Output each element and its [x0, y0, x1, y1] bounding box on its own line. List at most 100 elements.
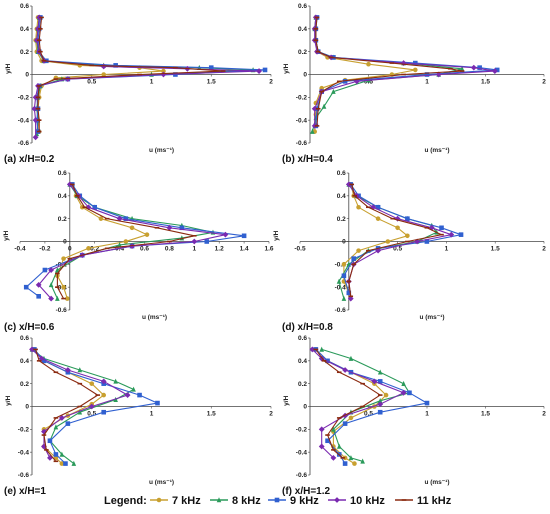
- data-point: [424, 72, 430, 77]
- data-point: [341, 273, 347, 279]
- y-tick-label: 0: [303, 404, 307, 411]
- panel-label: (f) x/H=1.2: [282, 486, 331, 497]
- x-tick-label: 0.5: [393, 246, 402, 253]
- y-tick-label: 0.6: [298, 335, 307, 342]
- data-point: [48, 282, 54, 288]
- x-tick-label: 2: [269, 79, 273, 86]
- data-point: [366, 61, 371, 67]
- y-tick-label: 0.2: [337, 216, 346, 223]
- y-tick-label: 0.6: [20, 3, 29, 10]
- y-tick-label: -0.2: [296, 95, 308, 102]
- x-tick-label: 0.8: [165, 246, 174, 253]
- data-point: [66, 181, 73, 188]
- data-point: [100, 63, 107, 70]
- data-point: [321, 103, 327, 109]
- data-point: [342, 421, 348, 426]
- data-point: [383, 392, 389, 398]
- y-tick-label: 0.2: [298, 49, 307, 56]
- y-axis-label: y/H: [5, 63, 12, 73]
- y-tick-label: 0: [25, 404, 29, 411]
- legend-entry-11-khz: 11 kHz: [395, 495, 452, 507]
- y-tick-label: 0.2: [20, 381, 29, 388]
- x-tick-label: 1: [192, 246, 196, 253]
- data-point: [330, 454, 337, 461]
- legend-label: 10 kHz: [350, 495, 385, 507]
- chart-panel-6: 0.6 0.4 0.2 0 -0.2 -0.4 -0.6 0.5 1 1.5 2 y/H u (ms⁻¹…: [282, 335, 546, 497]
- data-point: [23, 284, 29, 290]
- data-point: [331, 426, 336, 432]
- panels: 0.6 0.4 0.2 0 -0.2 -0.4 -0.6 0.5 1 1.5 2 y/H u (ms⁻¹…: [3, 3, 546, 497]
- data-point: [318, 443, 325, 450]
- x-tick-label: 2: [269, 411, 273, 418]
- data-point: [311, 122, 318, 129]
- y-axis-label: y/H: [273, 230, 280, 240]
- y-tick-label: -0.4: [18, 117, 30, 124]
- data-point: [31, 105, 38, 112]
- series-8-khz: [319, 346, 412, 464]
- data-point: [89, 381, 95, 386]
- series-11-khz: [313, 16, 465, 127]
- y-tick-label: 0.2: [298, 381, 307, 388]
- data-point: [101, 409, 106, 415]
- data-point: [42, 267, 48, 273]
- data-point: [179, 225, 185, 231]
- data-point: [65, 296, 70, 301]
- x-axis-label: u (ms⁻¹): [149, 147, 174, 154]
- series-11-khz: [313, 348, 383, 459]
- y-tick-label: 0.4: [58, 193, 67, 200]
- data-point: [371, 378, 378, 385]
- y-tick-label: 0.6: [58, 170, 67, 177]
- x-axis-label: u (ms⁻¹): [419, 314, 444, 321]
- x-tick-label: 0: [68, 246, 72, 253]
- data-point: [41, 358, 47, 364]
- y-tick-label: -0.4: [18, 449, 30, 456]
- data-point: [100, 378, 107, 385]
- y-axis-label: y/H: [3, 230, 10, 240]
- x-tick-label: 2: [542, 79, 546, 86]
- legend: Legend: 7 kHz 8 kHz 9 kHz 10 kHz 11 kHz: [104, 495, 452, 507]
- data-point: [166, 224, 173, 231]
- data-point: [356, 248, 361, 253]
- data-point: [32, 134, 39, 141]
- data-point: [377, 401, 384, 408]
- data-point: [331, 88, 336, 94]
- y-tick-label: 0.4: [20, 358, 29, 365]
- x-tick-label: 1.6: [264, 246, 273, 253]
- data-point: [347, 295, 354, 302]
- series-11-khz: [35, 16, 226, 133]
- data-point: [85, 204, 92, 211]
- x-tick-label: 1: [445, 246, 449, 253]
- y-tick-label: 0.6: [20, 335, 29, 342]
- data-point: [88, 403, 95, 410]
- chart-panel-3: 0.60.40.20-0.2-0.4-0.6-0.4 -0.2 0 0.2 0.4 0.6…: [3, 170, 274, 333]
- x-tick-label: 1.5: [481, 411, 490, 418]
- data-point: [113, 63, 118, 68]
- data-point: [48, 267, 55, 273]
- data-point: [123, 239, 129, 244]
- data-point: [35, 281, 42, 288]
- data-point: [352, 461, 357, 466]
- x-tick-label: 0.2: [90, 246, 99, 253]
- data-point: [47, 454, 53, 461]
- data-point: [414, 238, 421, 245]
- data-point: [241, 233, 247, 239]
- data-point: [375, 216, 381, 221]
- data-point: [58, 415, 65, 421]
- x-tick-label: 1: [425, 411, 429, 418]
- data-point: [137, 392, 142, 398]
- x-tick-label: 1: [150, 411, 154, 418]
- data-point: [63, 461, 68, 466]
- data-point: [345, 181, 352, 188]
- data-point: [336, 443, 342, 449]
- x-tick-label: 0.5: [87, 411, 96, 418]
- data-point: [61, 256, 66, 261]
- y-tick-label: -0.6: [56, 307, 68, 314]
- data-point: [36, 294, 41, 299]
- data-point: [161, 68, 166, 74]
- data-point: [491, 68, 498, 74]
- data-point: [311, 105, 318, 112]
- series-line: [38, 184, 226, 299]
- data-point: [35, 25, 41, 32]
